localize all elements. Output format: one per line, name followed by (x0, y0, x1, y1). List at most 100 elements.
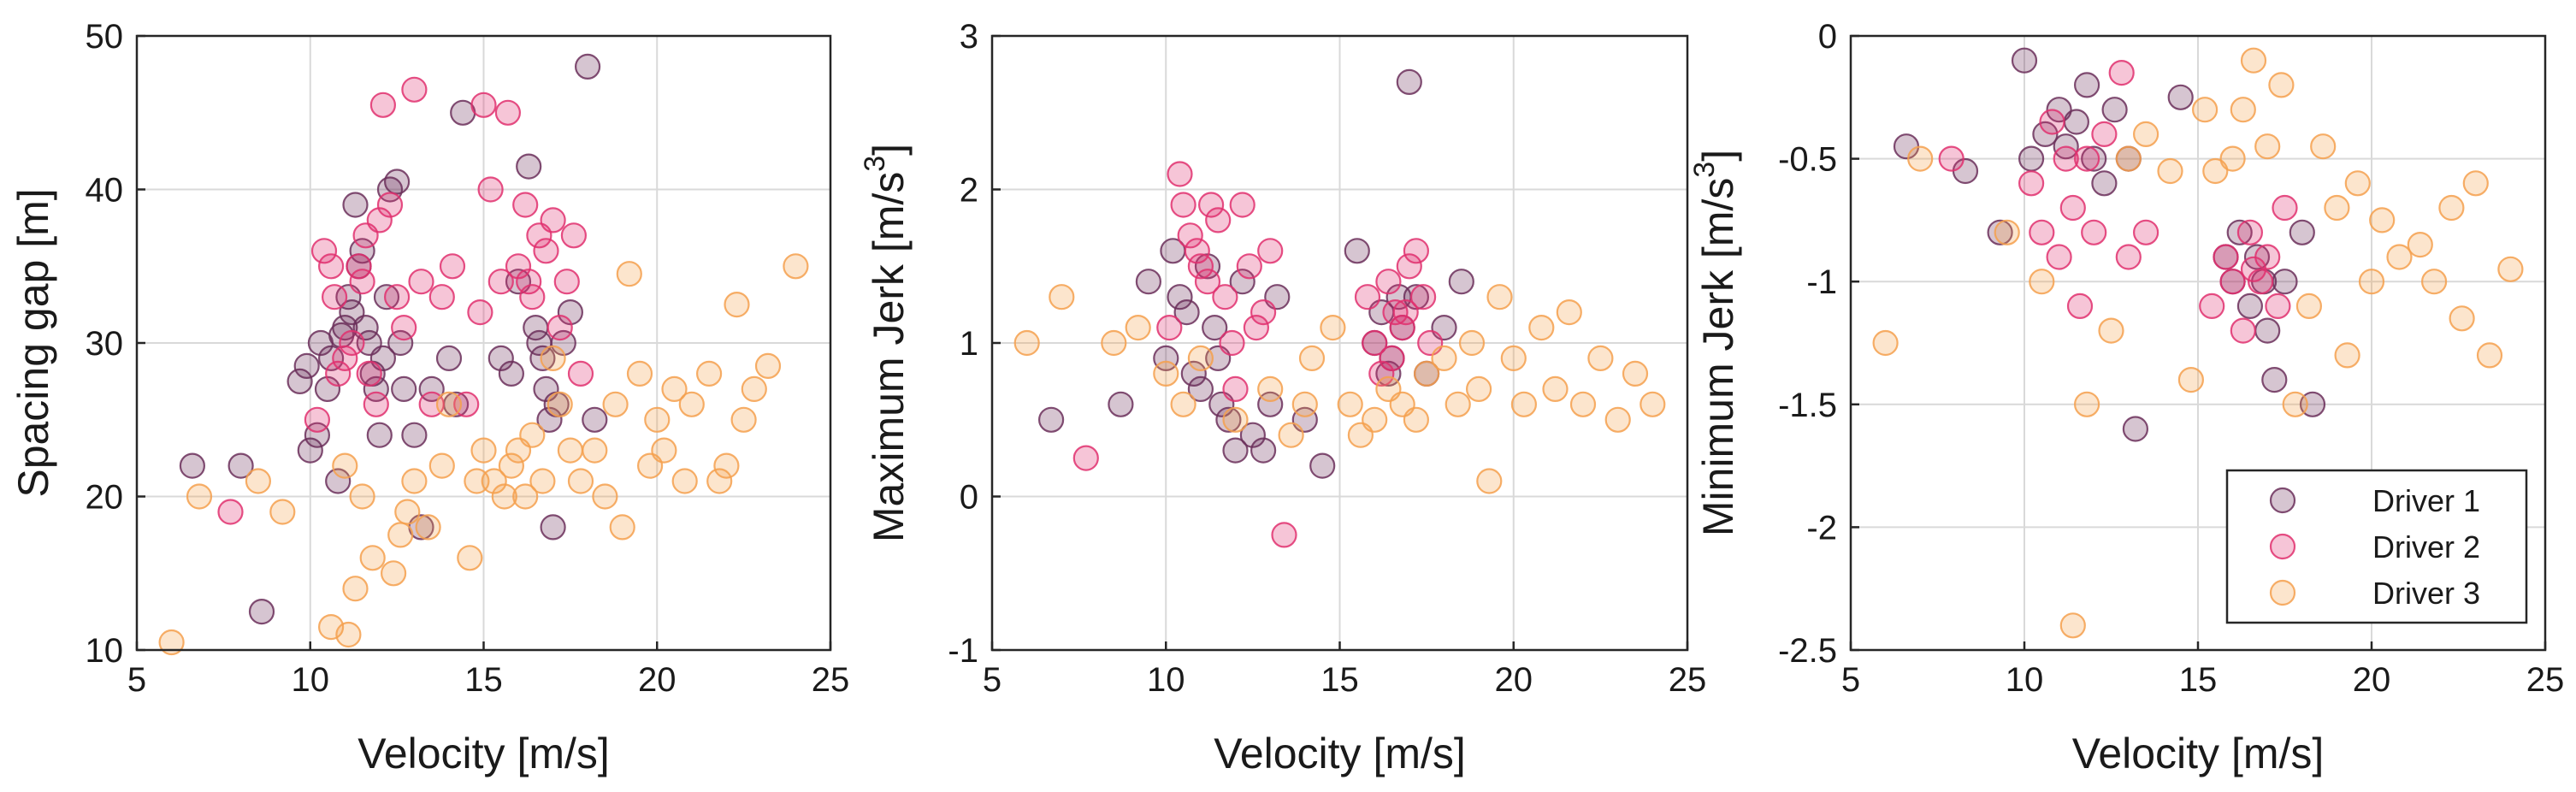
data-point (2268, 72, 2295, 98)
y-tick-label: 10 (86, 632, 124, 670)
data-point (2098, 317, 2124, 344)
data-point (536, 406, 563, 433)
data-point (366, 207, 393, 233)
data-point (2219, 145, 2246, 172)
data-point (332, 452, 358, 479)
data-point (1222, 437, 1249, 464)
data-point (661, 375, 688, 402)
data-point (2074, 72, 2100, 98)
x-tick-label: 10 (1147, 661, 1185, 699)
data-point (540, 514, 566, 541)
data-point (1392, 299, 1419, 326)
series-driver-3 (158, 253, 809, 656)
data-point (1542, 375, 1569, 402)
x-tick-label: 15 (464, 661, 503, 699)
data-point (2115, 244, 2142, 270)
data-point (1569, 391, 1597, 417)
data-point (516, 153, 542, 180)
data-point (519, 422, 546, 448)
data-point (342, 576, 369, 602)
legend-box (2225, 469, 2528, 624)
data-point (2289, 219, 2315, 245)
data-point (363, 391, 389, 417)
data-point (2108, 59, 2135, 86)
data-point (1354, 284, 1381, 310)
data-point (2081, 145, 2107, 172)
data-point (318, 253, 345, 280)
data-point (1278, 422, 1304, 448)
data-point (602, 391, 629, 417)
data-point (1072, 445, 1099, 471)
data-point (1994, 219, 2020, 245)
data-point (481, 468, 507, 494)
x-tick-label: 5 (983, 661, 1001, 699)
data-point (322, 284, 348, 310)
data-point (2438, 194, 2465, 222)
data-point (186, 483, 213, 510)
data-point (550, 329, 576, 357)
data-point (2295, 293, 2322, 319)
data-point (1528, 315, 1555, 341)
data-point (470, 437, 497, 464)
data-point (457, 545, 483, 571)
data-point (373, 284, 400, 310)
data-point (1250, 299, 1277, 326)
data-point (401, 468, 428, 494)
data-point (1187, 253, 1214, 280)
data-point (287, 368, 313, 394)
data-point (2230, 97, 2256, 123)
data-point (346, 253, 372, 280)
y-tick-label: 0 (1818, 18, 1837, 56)
data-point (2059, 194, 2086, 222)
data-point (1587, 345, 1614, 371)
data-point (519, 284, 546, 310)
data-point (384, 284, 411, 310)
data-point (1250, 437, 1277, 464)
data-point (1379, 345, 1405, 371)
data-point (1125, 315, 1151, 341)
data-point (2063, 109, 2089, 135)
data-point (2236, 219, 2263, 245)
data-point (332, 315, 358, 341)
data-point (1101, 329, 1127, 357)
data-point (1396, 68, 1422, 96)
y-tick-label: -1 (1806, 263, 1837, 301)
data-point (2091, 121, 2118, 147)
data-point (304, 406, 330, 433)
data-point (1170, 192, 1196, 218)
data-point (2219, 269, 2246, 295)
y-axis-label-superscript: 3 (1688, 162, 1721, 178)
data-point (2202, 157, 2229, 185)
data-point (2261, 367, 2288, 393)
data-point (2240, 47, 2267, 74)
data-point (724, 292, 750, 318)
data-point (349, 269, 375, 295)
data-point (1173, 299, 1200, 326)
data-point (1212, 284, 1238, 310)
series-driver-2 (1072, 161, 1444, 548)
data-point (1194, 269, 1221, 295)
x-tick-label: 20 (1495, 661, 1533, 699)
data-point (609, 514, 635, 541)
y-axis-label: Spacing gap [m] (9, 188, 57, 497)
legend: Driver 1 Driver 2 Driver 3 (2225, 469, 2528, 624)
data-point (1640, 391, 1666, 417)
data-point (310, 238, 338, 264)
data-point (245, 468, 271, 494)
data-point (179, 452, 205, 479)
data-point (401, 422, 428, 448)
data-point (428, 284, 455, 310)
chart-panel-2: 5 10 15 20 25 -1 0 1 2 3 Velocity [m/s] Maximum Jer… (859, 18, 1706, 777)
data-point (1510, 391, 1538, 417)
y-tick-label: 2 (960, 172, 978, 210)
data-point (1298, 345, 1326, 371)
data-point (1403, 406, 1430, 433)
x-tick-label: 25 (812, 661, 850, 699)
legend-marker (2269, 487, 2296, 514)
data-point (540, 207, 566, 233)
data-point (318, 345, 345, 371)
data-point (2074, 145, 2100, 172)
data-point (2029, 269, 2055, 295)
data-point (2358, 269, 2385, 295)
data-point (2133, 219, 2159, 245)
